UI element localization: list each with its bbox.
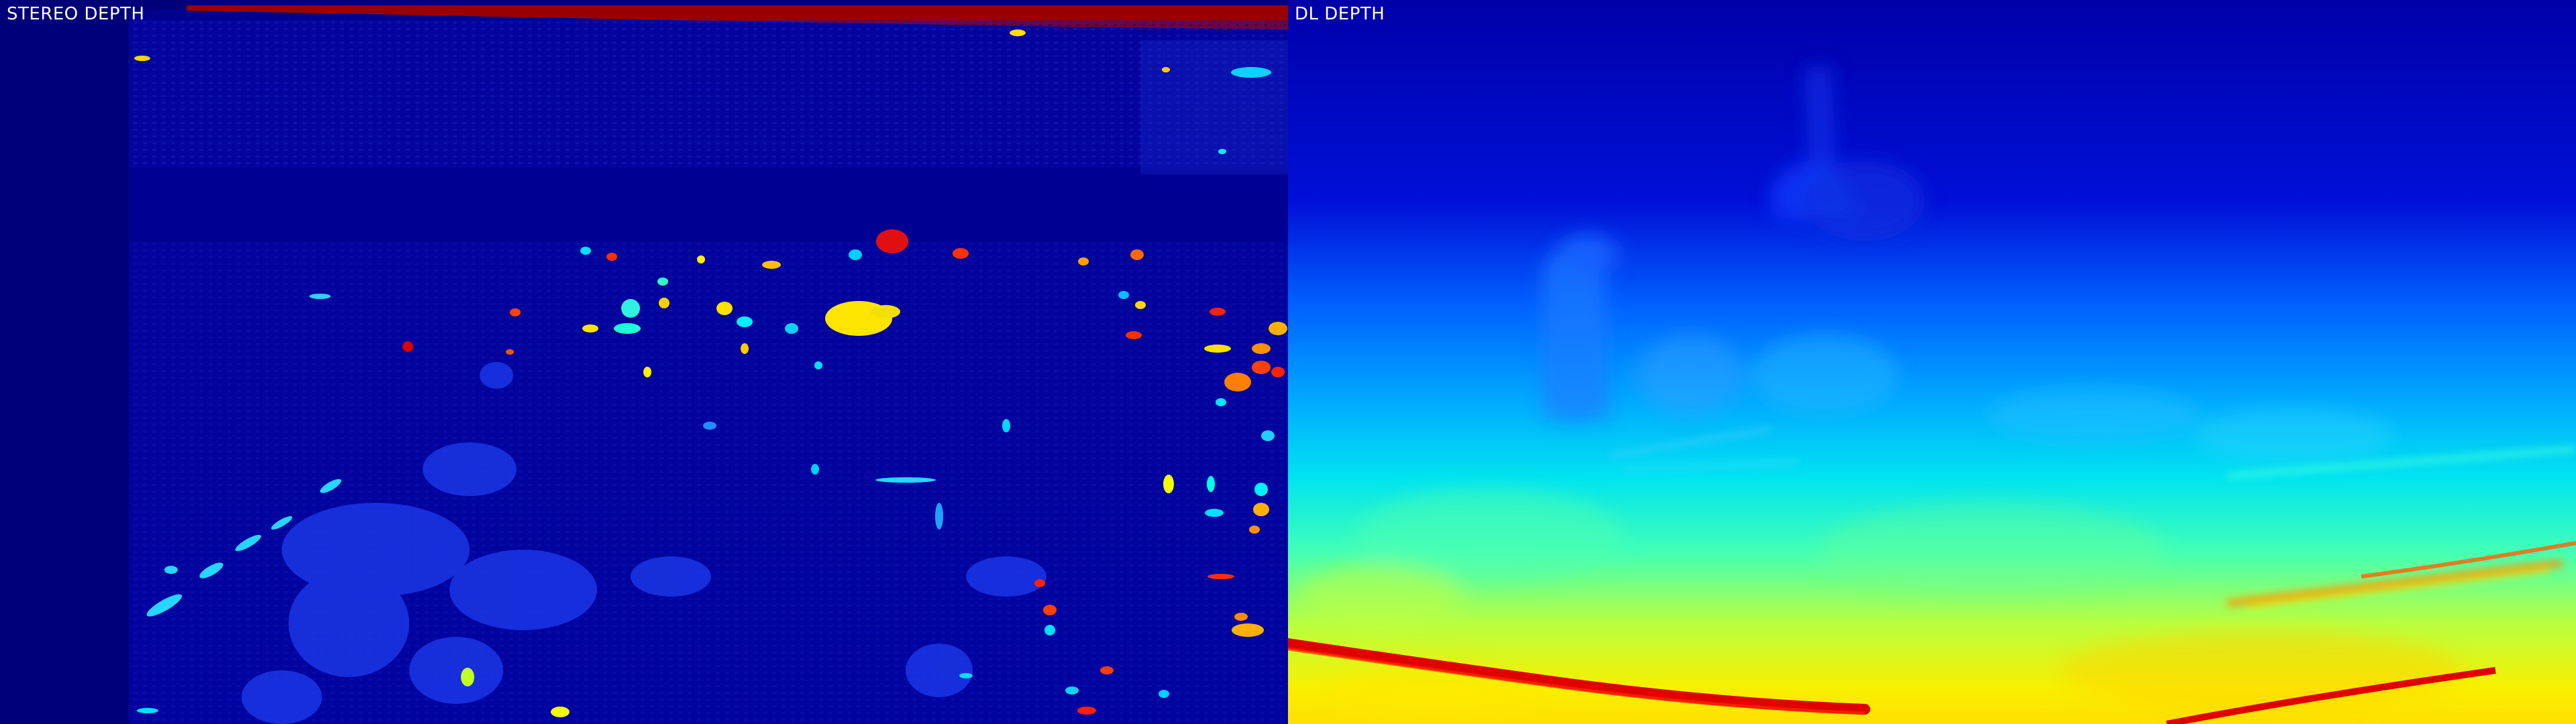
dl-depth-gradient xyxy=(1288,0,2576,724)
stereo-depth-panel: STEREO DEPTH xyxy=(0,0,1288,724)
dl-depth-label: DL DEPTH xyxy=(1295,4,1385,24)
dl-depth-map xyxy=(1288,0,2576,724)
stereo-depth-map xyxy=(0,0,1288,724)
cyan-streaks xyxy=(146,294,936,617)
dl-orange-streak xyxy=(2361,541,2576,579)
dl-red-rail-right xyxy=(2166,667,2496,724)
upper-noise-band xyxy=(129,20,1288,168)
right-upper-blob xyxy=(1140,40,1288,174)
dl-depth-panel: DL DEPTH xyxy=(1288,0,2576,724)
near-ground-blobs xyxy=(241,362,1046,724)
dl-red-rail-left xyxy=(1288,638,1870,715)
dl-red-rail-left-highlight xyxy=(1288,647,1866,715)
dl-rail-lines xyxy=(1609,427,2576,609)
depth-speckles xyxy=(134,29,1287,717)
stereo-depth-label: STEREO DEPTH xyxy=(7,4,145,24)
